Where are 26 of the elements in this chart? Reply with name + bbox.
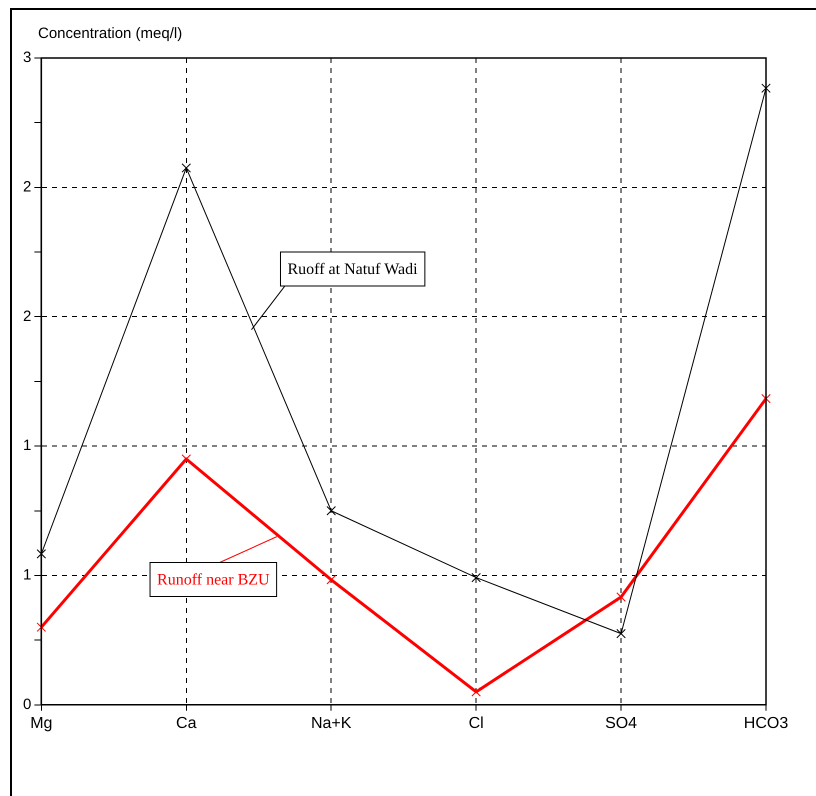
point [616,592,626,602]
x-tick-label: Cl [468,714,484,732]
y-tick-label: 1 [23,437,32,454]
point [326,506,336,516]
x-tick-label: Ca [176,714,197,732]
point [471,572,481,582]
point [471,687,481,697]
y-axis-title: Concentration (meq/l) [38,25,182,42]
point [761,83,771,93]
y-tick-label: 2 [23,178,32,196]
y-tick-label: 2 [23,308,32,325]
x-tick-label: Na+K [310,714,352,732]
text: Ruoff at Natuf Wadi [287,261,418,278]
point [36,549,46,559]
x-tick-label: SO4 [605,714,638,732]
x-tick-label: Mg [30,714,52,732]
point [182,163,192,173]
y-tick-label: 0 [23,696,32,713]
x-tick-label: HCO3 [744,714,788,732]
legend-label: Runoff near BZU [157,572,270,589]
point [616,628,626,638]
y-tick-label: 3 [23,49,32,66]
y-tick-label: 1 [23,566,32,584]
point [326,575,336,584]
point [761,394,771,404]
point [36,622,46,632]
